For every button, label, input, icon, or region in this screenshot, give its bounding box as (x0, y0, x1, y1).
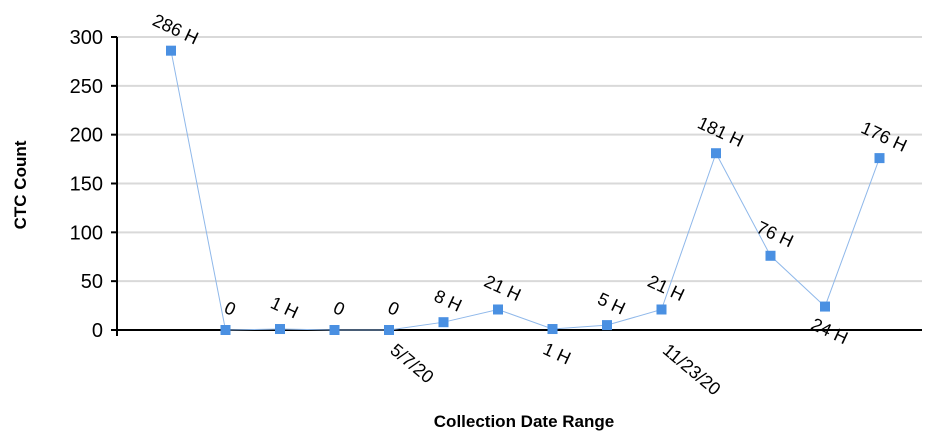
data-point (275, 324, 285, 335)
data-point (602, 320, 612, 331)
data-label: 0 (330, 297, 348, 319)
data-point (820, 301, 830, 312)
y-tick-label: 50 (81, 271, 103, 293)
y-tick-label: 150 (70, 174, 103, 196)
data-point (874, 153, 885, 164)
series-line (170, 50, 880, 331)
data-label: 24 H (808, 314, 851, 348)
x-axis-title: Collection Date Range (434, 412, 614, 431)
gridlines (117, 36, 922, 283)
y-tick-label: 200 (70, 125, 103, 147)
data-point (765, 250, 776, 261)
y-axis-title: CTC Count (11, 140, 30, 229)
data-label: 0 (385, 297, 403, 319)
data-point (384, 325, 394, 335)
y-tick-label: 100 (70, 222, 103, 244)
data-label: 0 (221, 297, 239, 319)
y-tick-label: 300 (70, 27, 103, 49)
data-point (656, 304, 667, 315)
y-tick-label: 250 (70, 76, 103, 98)
y-axis-ticks: 0 50 100 150 200 250 300 (70, 27, 117, 342)
data-point (329, 325, 340, 335)
data-label: 5 H (595, 289, 629, 319)
series-layer (166, 45, 885, 335)
data-label: 176 H (858, 117, 910, 155)
data-labels: 286 H 0 1 H 0 0 8 H 21 H 1 H 5 H 21 H 181 H 76 H 24 … (150, 10, 910, 369)
data-label: 76 H (754, 217, 797, 251)
data-point (493, 304, 503, 315)
data-point (166, 45, 176, 56)
data-label: 8 H (431, 286, 465, 316)
data-point (711, 148, 721, 159)
data-label: 1 H (540, 339, 574, 369)
data-label: 181 H (695, 113, 747, 151)
y-tick-label: 0 (92, 320, 103, 342)
data-point (547, 324, 558, 335)
data-label: 21 H (481, 271, 524, 305)
data-point (438, 317, 449, 328)
x-tick-label: 5/7/20 (386, 340, 437, 387)
data-label: 1 H (268, 293, 302, 323)
data-point (220, 325, 231, 335)
data-label: 21 H (645, 271, 688, 305)
data-label: 286 H (150, 10, 202, 48)
x-tick-label: 11/23/20 (659, 340, 725, 400)
